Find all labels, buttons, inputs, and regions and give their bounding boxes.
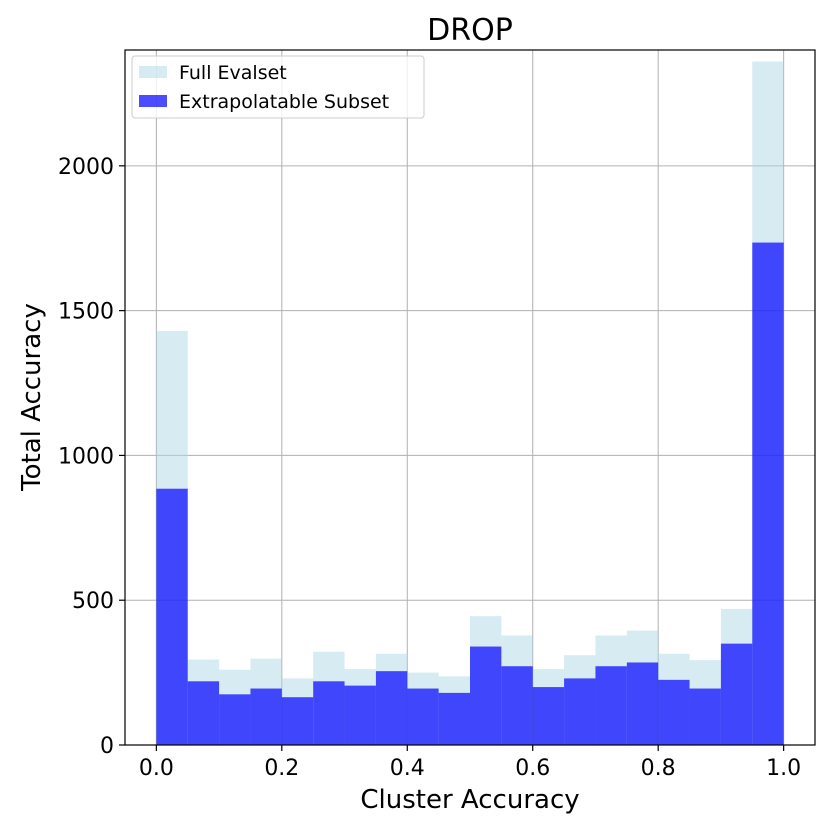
y-tick-label: 1000 — [58, 444, 114, 469]
bar-extrapolatable-subset — [470, 646, 502, 745]
bar-extrapolatable-subset — [344, 685, 376, 745]
legend: Full Evalset Extrapolatable Subset — [131, 55, 425, 119]
legend-swatch-full-evalset — [139, 66, 167, 78]
bar-extrapolatable-subset — [407, 688, 439, 745]
bar-extrapolatable-subset — [281, 697, 314, 745]
bars-layer — [156, 61, 784, 746]
x-tick-label: 0.6 — [515, 756, 550, 781]
bar-extrapolatable-subset — [564, 678, 596, 745]
bar-extrapolatable-subset — [720, 643, 753, 745]
legend-label-extrapolatable-subset: Extrapolatable Subset — [179, 91, 389, 113]
x-tick-label: 0.2 — [264, 756, 299, 781]
bar-extrapolatable-subset — [689, 688, 721, 745]
bar-extrapolatable-subset — [219, 694, 251, 745]
y-tick-label: 2000 — [58, 155, 114, 180]
bar-extrapolatable-subset — [375, 671, 408, 745]
y-axis-title: Total Accuracy — [17, 303, 47, 492]
bar-extrapolatable-subset — [250, 688, 282, 745]
y-tick-label: 1500 — [58, 300, 114, 325]
plot-frame — [124, 49, 816, 746]
bar-extrapolatable-subset — [187, 681, 220, 745]
bar-extrapolatable-subset — [626, 662, 659, 745]
ticks-layer: 0.0 0.2 0.4 0.6 0.8 1.0 0 500 1000 1500 2000 — [58, 155, 801, 781]
y-tick-label: 0 — [100, 734, 114, 759]
x-tick-label: 0.0 — [139, 756, 174, 781]
chart-title: DROP — [427, 13, 513, 48]
bar-extrapolatable-subset — [658, 679, 690, 745]
y-tick-label: 500 — [72, 589, 114, 614]
x-axis-title: Cluster Accuracy — [360, 785, 579, 815]
bar-extrapolatable-subset — [595, 666, 627, 745]
bar-extrapolatable-subset — [313, 681, 345, 745]
x-tick-label: 1.0 — [766, 756, 801, 781]
legend-box — [131, 55, 425, 119]
legend-label-full-evalset: Full Evalset — [179, 62, 287, 84]
bar-extrapolatable-subset — [532, 687, 565, 745]
bar-extrapolatable-subset — [501, 666, 533, 745]
bar-extrapolatable-subset — [438, 692, 470, 745]
bar-extrapolatable-subset — [156, 488, 188, 745]
x-tick-label: 0.4 — [390, 756, 425, 781]
legend-swatch-extrapolatable-subset — [139, 95, 167, 107]
bar-extrapolatable-subset — [752, 242, 784, 745]
axes-layer — [124, 49, 816, 746]
x-tick-label: 0.8 — [641, 756, 676, 781]
